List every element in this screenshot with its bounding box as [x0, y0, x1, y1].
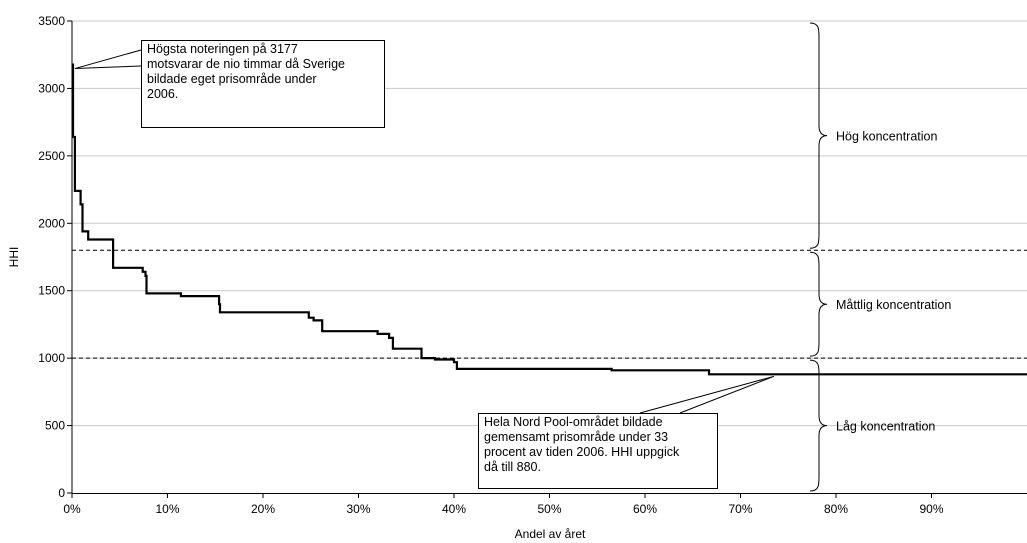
- y-tick-label: 3000: [38, 81, 65, 95]
- x-tick-label: 30%: [346, 502, 370, 516]
- annotation-line: Högsta noteringen på 3177: [147, 42, 298, 56]
- annotation-line: 2006.: [147, 87, 179, 101]
- annotation-line: gemensamt prisområde under 33: [484, 430, 669, 444]
- annotation-line: då till 880.: [484, 460, 541, 474]
- x-tick-label: 70%: [728, 502, 752, 516]
- x-tick-label: 80%: [824, 502, 848, 516]
- x-tick-label: 10%: [155, 502, 179, 516]
- annotation-line: Hela Nord Pool-området bildade: [484, 415, 663, 429]
- region-brace: [809, 251, 828, 357]
- annotation-line: motsvarar de nio timmar då Sverige: [147, 57, 345, 71]
- region-brace: [809, 22, 828, 249]
- annotation-line: procent av tiden 2006. HHI uppgick: [484, 445, 680, 459]
- x-tick-label: 40%: [442, 502, 466, 516]
- region-label: Låg koncentration: [836, 420, 935, 434]
- peak-annotation-box: Högsta noteringen på 3177 motsvarar de ni…: [141, 40, 385, 128]
- x-tick-label: 60%: [633, 502, 657, 516]
- region-label: Hög koncentration: [836, 130, 938, 144]
- annotation-line: bildade eget prisområde under: [147, 72, 317, 86]
- y-tick-labels: 0 500 1000 1500 2000 2500 3000 3500: [38, 14, 72, 500]
- y-axis-title: HHI: [7, 247, 21, 268]
- annotation-pointer: [639, 375, 775, 414]
- y-tick-label: 500: [45, 419, 65, 433]
- x-tick-label: 20%: [251, 502, 275, 516]
- x-tick-label: 50%: [537, 502, 561, 516]
- y-tick-label: 2000: [38, 216, 65, 230]
- y-tick-label: 3500: [38, 14, 65, 28]
- region-label: Måttlig koncentration: [836, 298, 951, 312]
- y-tick-label: 1500: [38, 284, 65, 298]
- region-braces: [809, 22, 828, 492]
- annotation-pointers: [74, 49, 775, 414]
- region-labels: Hög koncentration Måttlig koncentration Lå…: [836, 130, 951, 434]
- threshold-lines: [72, 249, 1027, 359]
- y-tick-label: 1000: [38, 351, 65, 365]
- x-tick-label: 90%: [919, 502, 943, 516]
- hhi-series-line: [71, 63, 1027, 376]
- common-price-area-annotation-box: Hela Nord Pool-området bildade gemensamt …: [478, 413, 718, 489]
- y-tick-label: 2500: [38, 149, 65, 163]
- x-tick-labels: 0% 10% 20% 30% 40% 50% 60% 70% 80% 90%: [63, 493, 944, 516]
- x-axis-title: Andel av året: [515, 527, 586, 541]
- y-tick-label: 0: [58, 486, 65, 500]
- annotation-pointer: [74, 49, 142, 70]
- region-brace: [809, 359, 828, 492]
- x-tick-label: 0%: [63, 502, 81, 516]
